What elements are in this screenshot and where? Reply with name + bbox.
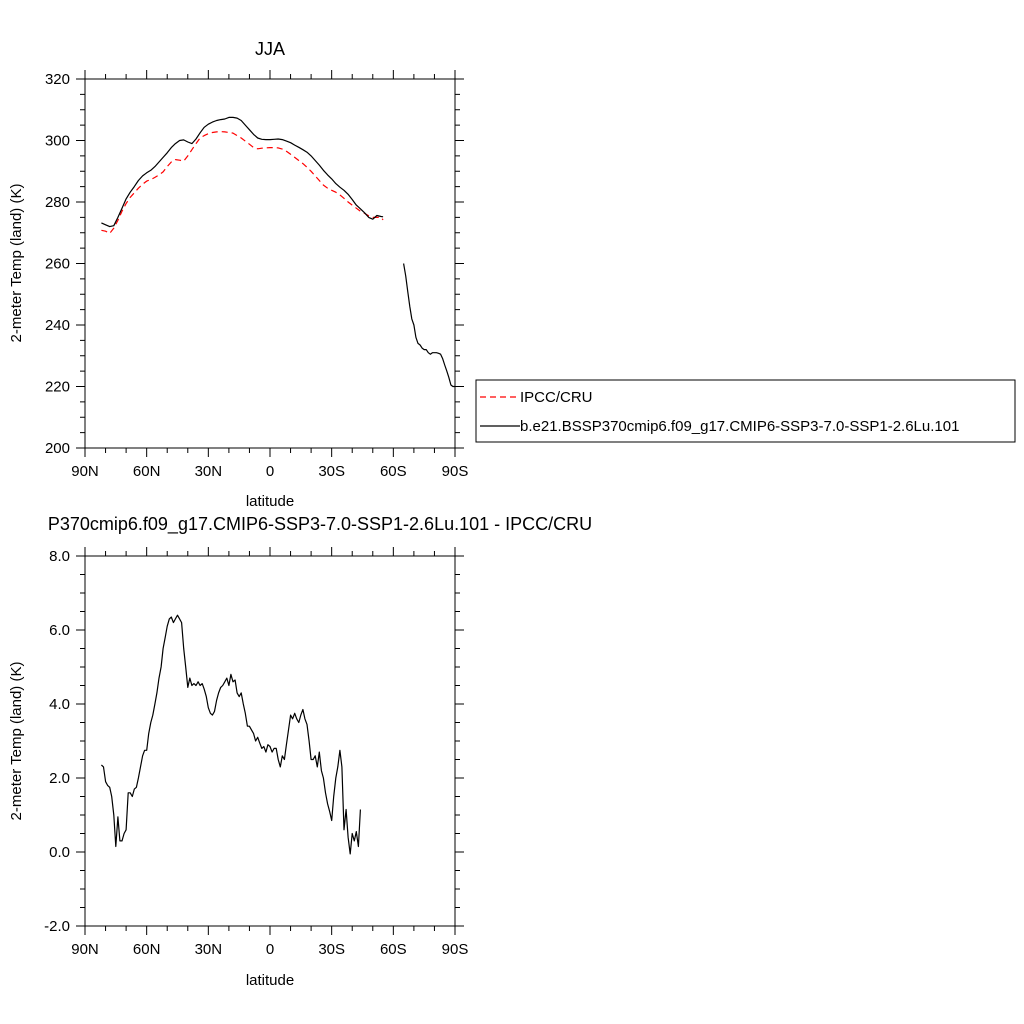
top-y-tick-label: 200 (45, 440, 70, 457)
legend-frame (475, 379, 1016, 443)
top-y-tick-label: 260 (45, 256, 70, 273)
bottom-x-tick-label: 30N (195, 941, 223, 958)
bottom-x-tick-label: 60N (133, 941, 161, 958)
top-y-tick-label: 320 (45, 71, 70, 88)
bottom-x-tick-label: 90N (71, 941, 99, 958)
top-x-tick-label: 30N (195, 463, 223, 480)
top-x-tick-label: 90S (442, 463, 469, 480)
top-x-tick-label: 60S (380, 463, 407, 480)
top-y-tick-label: 240 (45, 317, 70, 334)
bottom-y-tick-label: 6.0 (49, 622, 70, 639)
bottom-y-tick-label: 2.0 (49, 770, 70, 787)
bottom-chart-title: P370cmip6.f09_g17.CMIP6-SSP3-7.0-SSP1-2.… (48, 514, 592, 535)
bottom-x-tick-label: 0 (266, 941, 274, 958)
legend-label-model: b.e21.BSSP370cmip6.f09_g17.CMIP6-SSP3-7.… (520, 418, 959, 435)
bottom-y-tick-label: -2.0 (44, 918, 70, 935)
bottom-chart: P370cmip6.f09_g17.CMIP6-SSP3-7.0-SSP1-2.… (8, 514, 592, 989)
bottom-y-tick-label: 8.0 (49, 548, 70, 565)
bottom-y-tick-label: 0.0 (49, 844, 70, 861)
legend-label-ipcc-cru: IPCC/CRU (520, 389, 593, 406)
top-plot-frame (84, 78, 456, 449)
top-y-axis-label: 2-meter Temp (land) (K) (8, 184, 25, 343)
top-y-tick-label: 300 (45, 133, 70, 150)
bottom-x-tick-label: 60S (380, 941, 407, 958)
top-chart-title: JJA (255, 39, 285, 59)
bottom-x-tick-label: 90S (442, 941, 469, 958)
bottom-x-axis-label: latitude (246, 972, 294, 989)
top-y-tick-label: 280 (45, 194, 70, 211)
top-series-1-line-1 (403, 263, 455, 388)
bottom-plot-frame (84, 555, 456, 927)
top-x-tick-label: 60N (133, 463, 161, 480)
top-x-tick-label: 90N (71, 463, 99, 480)
bottom-y-tick-label: 4.0 (49, 696, 70, 713)
bottom-x-tick-label: 30S (318, 941, 345, 958)
top-series-1-line-0 (101, 116, 384, 228)
legend: IPCC/CRU b.e21.BSSP370cmip6.f09_g17.CMIP… (475, 379, 1016, 443)
top-series-0-line-0 (101, 131, 384, 234)
bottom-series-0-line-0 (100, 614, 361, 855)
top-chart: JJA 90N 60N 30N 0 30S 60S 90S 200 220 240 260 280 30… (8, 39, 1016, 510)
top-x-tick-label: 0 (266, 463, 274, 480)
bottom-y-axis-label: 2-meter Temp (land) (K) (8, 662, 25, 821)
top-x-tick-label: 30S (318, 463, 345, 480)
top-x-axis-label: latitude (246, 493, 294, 510)
top-y-tick-label: 220 (45, 379, 70, 396)
